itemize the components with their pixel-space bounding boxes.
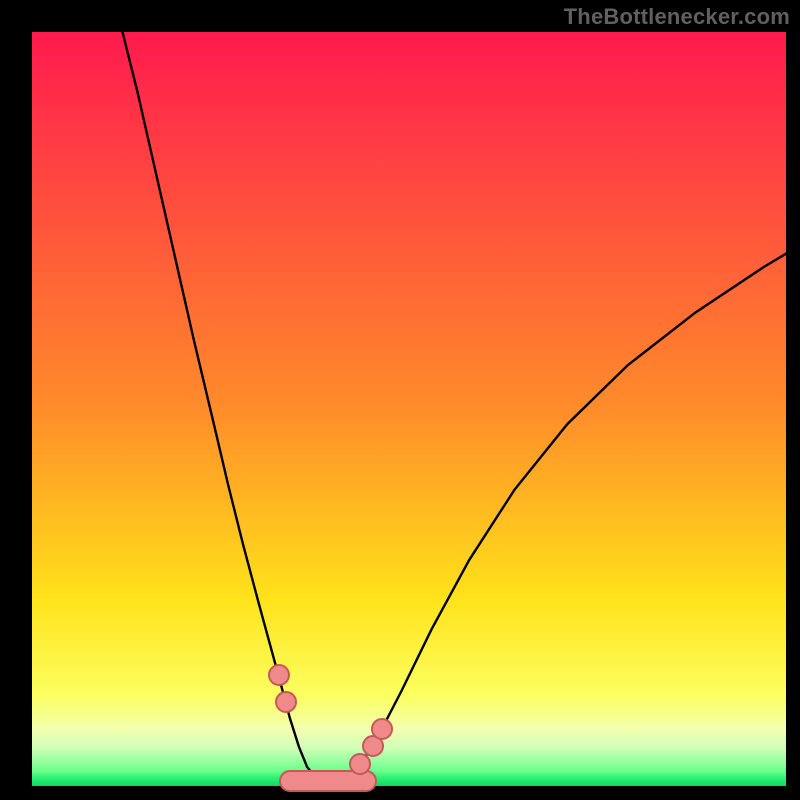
curves-svg bbox=[32, 32, 786, 786]
right-marker-0 bbox=[349, 753, 371, 775]
plot-area bbox=[32, 32, 786, 786]
left-curve bbox=[122, 32, 329, 784]
right-marker-2 bbox=[371, 718, 393, 740]
left-marker-0 bbox=[268, 664, 290, 686]
chart-frame: TheBottlenecker.com bbox=[0, 0, 800, 800]
watermark-text: TheBottlenecker.com bbox=[564, 4, 790, 30]
right-curve bbox=[330, 254, 786, 784]
left-marker-1 bbox=[275, 691, 297, 713]
